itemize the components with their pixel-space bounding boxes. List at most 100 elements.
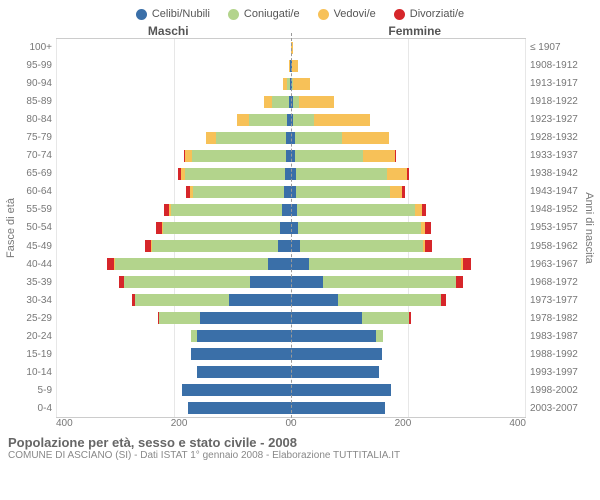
pyramid-row xyxy=(291,201,526,219)
bar-segment xyxy=(387,168,408,181)
legend-item: Divorziati/e xyxy=(394,8,464,20)
age-label: 20-24 xyxy=(18,328,56,346)
pyramid-row xyxy=(56,291,291,309)
bar-segment xyxy=(295,132,342,145)
bar-segment xyxy=(395,150,396,163)
bar-segment xyxy=(291,294,338,307)
bar-segment xyxy=(425,222,431,235)
bar-segment xyxy=(280,222,291,235)
bar-segment xyxy=(107,258,114,271)
bar-segment xyxy=(463,258,472,271)
bar-segment xyxy=(291,276,323,289)
pyramid-row xyxy=(291,129,526,147)
center-axis-line xyxy=(291,33,292,423)
pyramid-row xyxy=(291,147,526,165)
bar-segment xyxy=(229,294,291,307)
x-tick: 200 xyxy=(171,418,188,429)
birth-year-label: 1908-1912 xyxy=(526,56,582,74)
bar-segment xyxy=(171,204,283,217)
pyramid-row xyxy=(56,183,291,201)
bar-segment xyxy=(338,294,441,307)
yaxis-left-label: Fasce di età xyxy=(4,38,18,418)
pyramid-row xyxy=(56,147,291,165)
plot xyxy=(56,38,526,418)
bar-segment xyxy=(182,384,291,397)
pyramid-row xyxy=(56,363,291,381)
birth-year-labels: ≤ 19071908-19121913-19171918-19221923-19… xyxy=(526,38,582,418)
birth-year-label: 1998-2002 xyxy=(526,382,582,400)
birth-year-label: 1933-1937 xyxy=(526,147,582,165)
bar-segment xyxy=(191,348,291,361)
bar-segment xyxy=(390,186,402,199)
birth-year-label: 1943-1947 xyxy=(526,183,582,201)
bar-segment xyxy=(415,204,422,217)
pyramid-row xyxy=(56,309,291,327)
bar-segment xyxy=(298,222,421,235)
birth-year-label: 1948-1952 xyxy=(526,201,582,219)
bar-segment xyxy=(197,366,291,379)
bar-segment xyxy=(237,114,249,127)
legend-swatch xyxy=(136,9,147,20)
legend-swatch xyxy=(318,9,329,20)
bar-segment xyxy=(206,132,215,145)
bar-segment xyxy=(291,312,362,325)
birth-year-label: 1953-1957 xyxy=(526,219,582,237)
chart-subtitle: COMUNE DI ASCIANO (SI) - Dati ISTAT 1° g… xyxy=(8,450,592,461)
bar-segment xyxy=(264,96,272,109)
legend: Celibi/NubiliConiugati/eVedovi/eDivorzia… xyxy=(0,0,600,24)
legend-item: Celibi/Nubili xyxy=(136,8,210,20)
age-label: 15-19 xyxy=(18,346,56,364)
bar-segment xyxy=(425,240,432,253)
age-label: 25-29 xyxy=(18,309,56,327)
age-label: 100+ xyxy=(18,38,56,56)
bar-segment xyxy=(297,204,415,217)
birth-year-label: 1928-1932 xyxy=(526,128,582,146)
pyramid-row xyxy=(56,57,291,75)
pyramid-row xyxy=(291,75,526,93)
pyramid-row xyxy=(291,111,526,129)
pyramid-row xyxy=(56,165,291,183)
pyramid-row xyxy=(56,201,291,219)
bar-segment xyxy=(295,150,363,163)
pyramid-row xyxy=(291,327,526,345)
bar-segment xyxy=(197,330,291,343)
male-header: Maschi xyxy=(45,24,292,38)
birth-year-label: 1923-1927 xyxy=(526,110,582,128)
pyramid-row xyxy=(291,309,526,327)
pyramid-row xyxy=(291,93,526,111)
bar-segment xyxy=(188,402,291,415)
x-tick: 400 xyxy=(56,418,73,429)
age-label: 75-79 xyxy=(18,128,56,146)
pyramid-row xyxy=(291,345,526,363)
age-label: 5-9 xyxy=(18,382,56,400)
bar-segment xyxy=(291,330,376,343)
pyramid-row xyxy=(56,93,291,111)
bar-segment xyxy=(342,132,389,145)
bar-segment xyxy=(407,168,409,181)
pyramid-row xyxy=(291,219,526,237)
age-label: 40-44 xyxy=(18,255,56,273)
legend-label: Coniugati/e xyxy=(244,8,300,20)
bar-segment xyxy=(299,96,334,109)
birth-year-label: 1913-1917 xyxy=(526,74,582,92)
bar-segment xyxy=(159,312,200,325)
legend-label: Divorziati/e xyxy=(410,8,464,20)
legend-item: Coniugati/e xyxy=(228,8,300,20)
bar-segment xyxy=(163,222,281,235)
column-headers: Maschi Femmine xyxy=(0,24,600,38)
yaxis-right-label: Anni di nascita xyxy=(582,38,596,418)
bar-segment xyxy=(309,258,462,271)
bar-segment xyxy=(272,96,288,109)
chart-title: Popolazione per età, sesso e stato civil… xyxy=(8,435,592,450)
bar-segment xyxy=(291,366,379,379)
bar-segment xyxy=(402,186,405,199)
bar-segment xyxy=(314,114,370,127)
pyramid-row xyxy=(56,327,291,345)
age-label: 45-49 xyxy=(18,237,56,255)
bar-segment xyxy=(376,330,383,343)
birth-year-label: 1973-1977 xyxy=(526,291,582,309)
bar-segment xyxy=(192,150,286,163)
pyramid-row xyxy=(56,111,291,129)
pyramid-row xyxy=(56,219,291,237)
pyramid-row xyxy=(291,39,526,57)
